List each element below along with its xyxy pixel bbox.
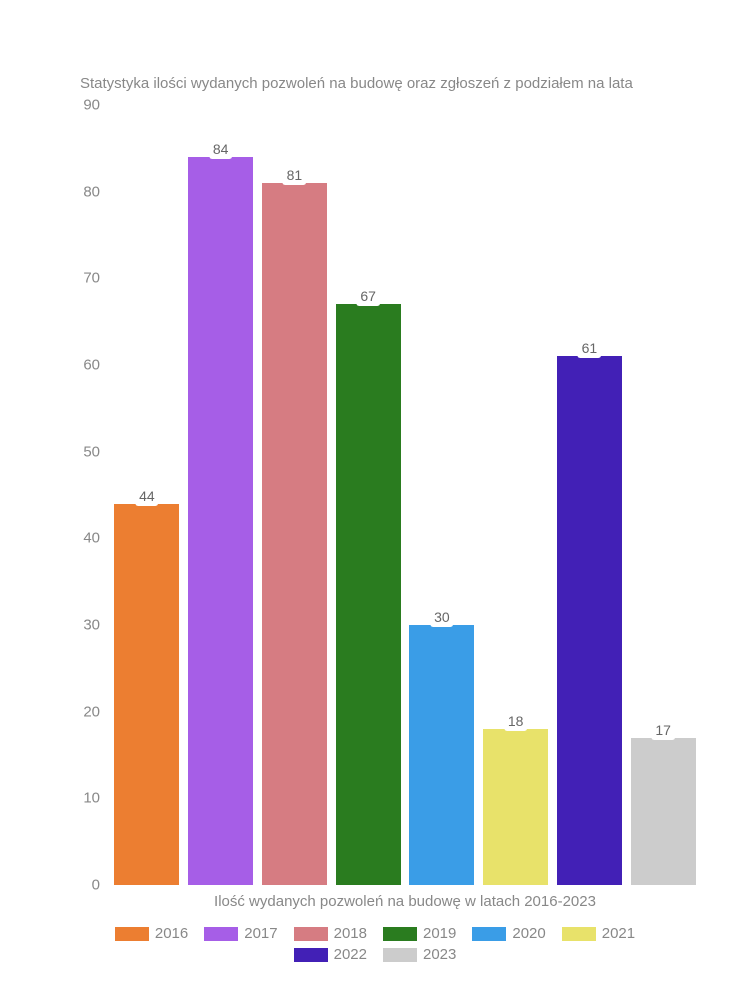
y-tick-label: 20 [83, 703, 100, 720]
legend-item: 2016 [115, 925, 188, 942]
legend-label: 2022 [334, 946, 367, 963]
legend-swatch [294, 927, 328, 941]
legend-label: 2018 [334, 925, 367, 942]
legend-item: 2021 [562, 925, 635, 942]
y-tick-label: 70 [83, 270, 100, 287]
legend-label: 2023 [423, 946, 456, 963]
legend-item: 2022 [294, 946, 367, 963]
bar [262, 183, 327, 885]
legend-swatch [383, 927, 417, 941]
x-axis-title: Ilość wydanych pozwoleń na budowę w lata… [214, 893, 596, 910]
legend-label: 2020 [512, 925, 545, 942]
bar-value-label: 61 [578, 338, 602, 358]
legend-row: 2016 2017 2018 2019 2020 2021 [0, 925, 750, 942]
bar-value-label: 81 [283, 165, 307, 185]
legend-item: 2023 [383, 946, 456, 963]
legend-row: 2022 2023 [0, 946, 750, 963]
bar [114, 504, 179, 885]
legend-swatch [472, 927, 506, 941]
y-tick-label: 0 [92, 877, 100, 894]
legend-item: 2019 [383, 925, 456, 942]
bar [188, 157, 253, 885]
y-tick-label: 50 [83, 443, 100, 460]
bar-value-label: 44 [135, 486, 159, 506]
bar-value-label: 67 [356, 286, 380, 306]
bar-value-label: 84 [209, 139, 233, 159]
legend-label: 2021 [602, 925, 635, 942]
bar [631, 738, 696, 885]
legend-swatch [115, 927, 149, 941]
bar-value-label: 18 [504, 711, 528, 731]
legend-swatch [562, 927, 596, 941]
y-tick-label: 90 [83, 97, 100, 114]
plot-area: 44 84 81 67 30 18 61 17 [110, 105, 700, 885]
legend-swatch [383, 948, 417, 962]
legend: 2016 2017 2018 2019 2020 2021 2022 2023 [0, 925, 750, 967]
legend-item: 2020 [472, 925, 545, 942]
bar [409, 625, 474, 885]
y-tick-label: 10 [83, 790, 100, 807]
bar [483, 729, 548, 885]
bar-value-label: 30 [430, 607, 454, 627]
legend-label: 2017 [244, 925, 277, 942]
y-tick-label: 80 [83, 183, 100, 200]
legend-label: 2016 [155, 925, 188, 942]
bar [336, 304, 401, 885]
bar-value-label: 17 [651, 720, 675, 740]
y-tick-label: 40 [83, 530, 100, 547]
legend-swatch [204, 927, 238, 941]
legend-swatch [294, 948, 328, 962]
legend-item: 2017 [204, 925, 277, 942]
y-tick-label: 60 [83, 357, 100, 374]
legend-item: 2018 [294, 925, 367, 942]
chart-title: Statystyka ilości wydanych pozwoleń na b… [80, 75, 633, 92]
bar [557, 356, 622, 885]
y-tick-label: 30 [83, 617, 100, 634]
legend-label: 2019 [423, 925, 456, 942]
chart-container: Statystyka ilości wydanych pozwoleń na b… [0, 0, 750, 1000]
